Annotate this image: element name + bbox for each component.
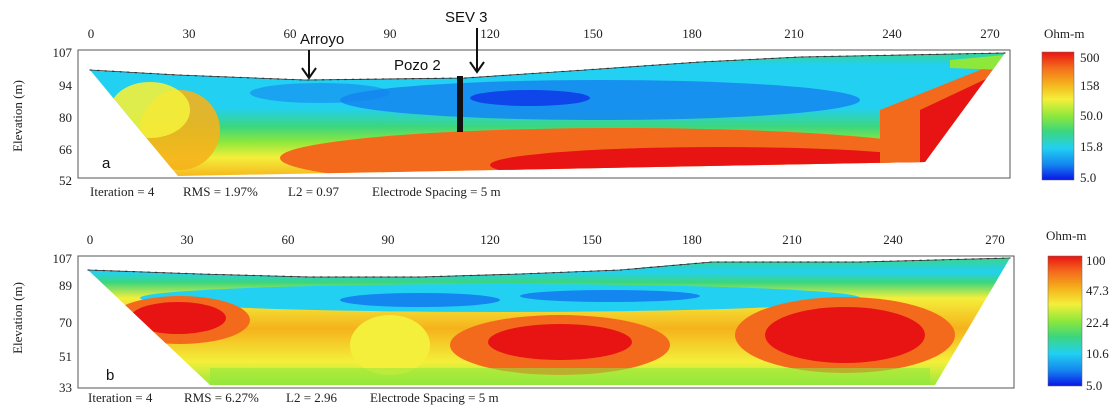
y-tick: 89: [59, 278, 72, 293]
colorbar-label: 47.3: [1086, 283, 1109, 298]
iteration-text: Iteration = 4: [88, 390, 153, 405]
rms-text: RMS = 6.27%: [184, 390, 259, 405]
y-tick: 107: [53, 45, 73, 60]
pozo-2-label: Pozo 2: [394, 57, 441, 74]
panel-b-y-ticks: 107 89 70 51 33: [53, 251, 73, 395]
x-tick: 90: [384, 26, 397, 41]
colorbar-label: 15.8: [1080, 139, 1103, 154]
y-tick: 52: [59, 173, 72, 188]
x-tick: 30: [183, 26, 196, 41]
x-tick: 270: [980, 26, 1000, 41]
panel-b-frame: [77, 255, 1015, 389]
x-tick: 270: [985, 232, 1005, 247]
colorbar-label: 5.0: [1080, 170, 1096, 185]
panel-a: 0 30 60 90 120 150 180 210 240 270 Eleva…: [10, 9, 1103, 199]
x-tick: 60: [284, 26, 297, 41]
x-tick: 30: [181, 232, 194, 247]
panel-a-frame: [77, 49, 1011, 179]
y-tick: 51: [59, 349, 72, 364]
electrode-spacing-text: Electrode Spacing = 5 m: [372, 184, 501, 199]
colorbar-label: 10.6: [1086, 346, 1109, 361]
colorbar-a: Ohm-m 500 158 50.0 15.8 5.0: [1041, 26, 1103, 185]
x-tick: 0: [87, 232, 94, 247]
iteration-text: Iteration = 4: [90, 184, 155, 199]
x-tick: 90: [382, 232, 395, 247]
x-tick: 210: [784, 26, 804, 41]
panel-b-x-ticks: 0 30 60 90 120 150 180 210 240 270: [87, 232, 1005, 247]
panel-b-section: [88, 258, 1010, 385]
pozo-2-well: [457, 76, 463, 132]
y-tick: 33: [59, 380, 72, 395]
y-tick: 66: [59, 142, 73, 157]
y-tick: 94: [59, 78, 73, 93]
arroyo-label: Arroyo: [300, 31, 344, 48]
rms-text: RMS = 1.97%: [183, 184, 258, 199]
colorbar-label: 500: [1080, 50, 1100, 65]
panel-a-x-ticks: 0 30 60 90 120 150 180 210 240 270: [88, 26, 1000, 41]
arroyo-arrow-icon: [301, 50, 317, 80]
y-tick: 80: [59, 110, 72, 125]
panel-b: 0 30 60 90 120 150 180 210 240 270 Eleva…: [10, 228, 1109, 405]
colorbar-b: Ohm-m 100 47.3 22.4 10.6 5.0: [1046, 228, 1109, 393]
y-tick: 70: [59, 315, 72, 330]
panel-label: b: [106, 367, 114, 384]
panel-a-section: [90, 53, 1005, 176]
y-axis-label: Elevation (m): [10, 282, 25, 354]
sev-3-label: SEV 3: [445, 9, 488, 26]
x-tick: 150: [583, 26, 603, 41]
x-tick: 240: [883, 232, 903, 247]
x-tick: 210: [782, 232, 802, 247]
colorbar-label: 22.4: [1086, 315, 1109, 330]
x-tick: 180: [682, 26, 702, 41]
x-tick: 180: [682, 232, 702, 247]
x-tick: 120: [480, 232, 500, 247]
l2-text: L2 = 0.97: [288, 184, 340, 199]
colorbar-title: Ohm-m: [1044, 26, 1084, 41]
x-tick: 240: [882, 26, 902, 41]
sev-3-arrow-icon: [469, 28, 485, 74]
l2-text: L2 = 2.96: [286, 390, 338, 405]
panel-label: a: [102, 155, 111, 172]
electrode-spacing-text: Electrode Spacing = 5 m: [370, 390, 499, 405]
colorbar-label: 158: [1080, 78, 1100, 93]
colorbar-label: 100: [1086, 253, 1106, 268]
panel-a-y-ticks: 107 94 80 66 52: [53, 45, 73, 188]
colorbar-title: Ohm-m: [1046, 228, 1086, 243]
y-tick: 107: [53, 251, 73, 266]
y-axis-label: Elevation (m): [10, 80, 25, 152]
panel-a-caption: Iteration = 4 RMS = 1.97% L2 = 0.97 Elec…: [90, 184, 501, 199]
x-tick: 60: [282, 232, 295, 247]
x-tick: 120: [480, 26, 500, 41]
colorbar-label: 50.0: [1080, 108, 1103, 123]
colorbar-label: 5.0: [1086, 378, 1102, 393]
x-tick: 0: [88, 26, 95, 41]
x-tick: 150: [582, 232, 602, 247]
panel-b-caption: Iteration = 4 RMS = 6.27% L2 = 2.96 Elec…: [88, 390, 499, 405]
